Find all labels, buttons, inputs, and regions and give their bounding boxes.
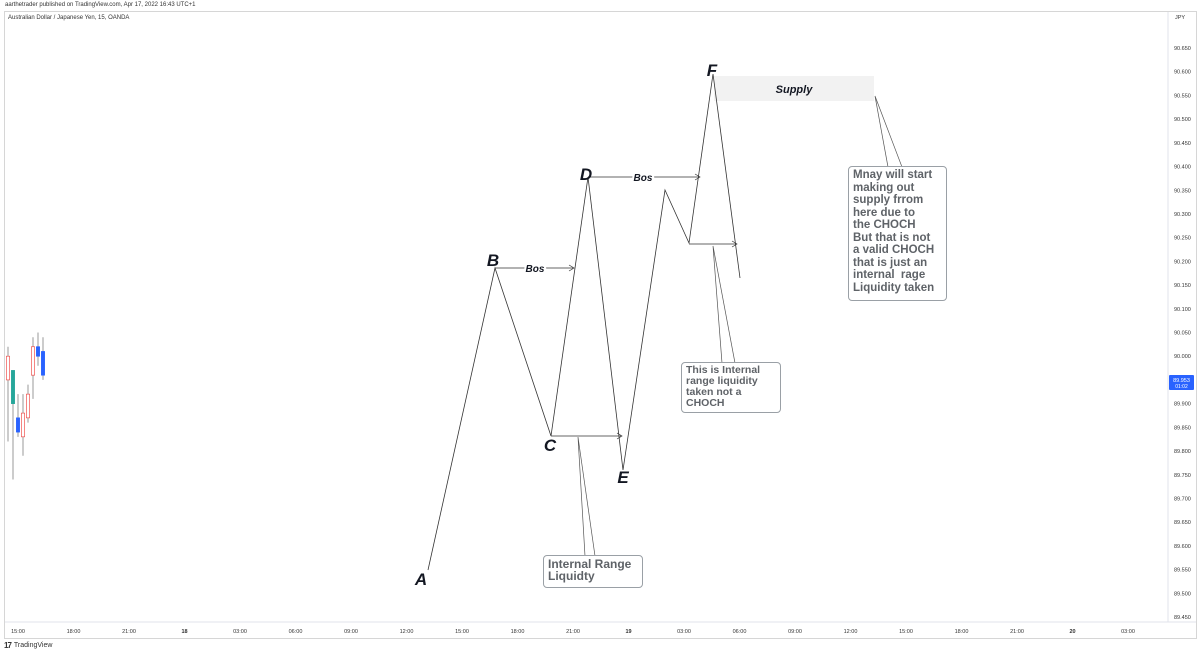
callout-internal-range-taken[interactable]: This is Internal range liquidity taken n…: [681, 362, 781, 413]
swing-label-d: D: [580, 165, 592, 184]
time-tick-label: 21:00: [566, 629, 580, 635]
price-tick-label: 90.150: [1174, 283, 1191, 289]
time-tick-label: 21:00: [122, 629, 136, 635]
price-tick-label: 89.850: [1174, 425, 1191, 431]
time-tick-label: 06:00: [733, 629, 747, 635]
callout-internal-range-taken-text: This is Internal range liquidity taken n…: [686, 364, 761, 409]
candle-body: [26, 393, 30, 419]
current-price-tag: [1169, 375, 1194, 390]
callout-pointer-2: [712, 245, 736, 364]
time-tick-label: 15:00: [455, 629, 469, 635]
bos-arrow-1: [568, 264, 575, 272]
supply-label: Supply: [776, 84, 814, 96]
time-tick-label: 03:00: [677, 629, 691, 635]
price-tick-label: 89.650: [1174, 520, 1191, 526]
time-tick-label: 18:00: [955, 629, 969, 635]
time-tick-label: 19: [625, 629, 631, 635]
swing-structure-line[interactable]: [427, 73, 741, 571]
bos-arrow-2: [694, 173, 701, 181]
time-tick-label: 21:00: [1010, 629, 1024, 635]
time-tick-label: 06:00: [289, 629, 303, 635]
price-tick-label: 89.900: [1174, 402, 1191, 408]
time-tick-label: 20: [1069, 629, 1075, 635]
time-tick-label: 18:00: [67, 629, 81, 635]
supply-zone[interactable]: [714, 76, 874, 101]
price-tick-label: 90.550: [1174, 93, 1191, 99]
time-tick-label: 18: [181, 629, 187, 635]
publish-info: aarthetrader published on TradingView.co…: [5, 2, 196, 8]
price-tick-label: 89.500: [1174, 591, 1191, 597]
price-tick-label: 90.400: [1174, 165, 1191, 171]
chart-frame[interactable]: [4, 11, 1197, 639]
price-tick-label: 90.050: [1174, 331, 1191, 337]
price-tick-label: 90.600: [1174, 70, 1191, 76]
price-axis[interactable]: 90.650 90.600 90.550 90.500 90.450 90.400 90.3…: [1174, 46, 1191, 621]
swing-label-a: A: [414, 570, 427, 589]
price-tick-label: 89.550: [1174, 568, 1191, 574]
callout-pointer-3: [874, 95, 903, 168]
price-tick-label: 90.300: [1174, 212, 1191, 218]
time-tick-label: 15:00: [11, 629, 25, 635]
time-tick-label: 15:00: [899, 629, 913, 635]
price-tick-label: 89.600: [1174, 544, 1191, 550]
candle-body: [16, 417, 20, 433]
bos-label-1: Bos: [526, 264, 545, 275]
swing-label-b: B: [487, 251, 499, 270]
time-tick-label: 12:00: [844, 629, 858, 635]
callout-choch-note[interactable]: Mnay will start making out supply frrom …: [848, 166, 947, 301]
price-tick-label: 89.750: [1174, 473, 1191, 479]
swing-label-e: E: [617, 468, 629, 487]
candle-body: [6, 355, 10, 381]
tradingview-logo-icon: 17: [4, 641, 12, 650]
callout-choch-note-text: Mnay will start making out supply frrom …: [853, 169, 935, 294]
price-tick-label: 90.200: [1174, 259, 1191, 265]
footer-brand[interactable]: 17 TradingView: [4, 641, 52, 650]
current-price-value: 89.953: [1173, 378, 1190, 384]
currency-label: JPY: [1175, 15, 1185, 21]
price-tick-label: 90.450: [1174, 141, 1191, 147]
price-tick-label: 89.800: [1174, 449, 1191, 455]
price-tick-label: 90.000: [1174, 354, 1191, 360]
candle-body: [11, 370, 15, 404]
symbol-title[interactable]: Australian Dollar / Japanese Yen, 15, OA…: [8, 15, 130, 21]
time-tick-label: 03:00: [233, 629, 247, 635]
time-tick-label: 03:00: [1121, 629, 1135, 635]
time-tick-label: 09:00: [344, 629, 358, 635]
swing-label-f: F: [707, 61, 718, 80]
internal-range-arrow-2: [731, 240, 738, 248]
candle-body: [36, 346, 40, 357]
candle-body: [21, 412, 25, 438]
candle-body: [31, 346, 35, 376]
price-tick-label: 90.350: [1174, 188, 1191, 194]
callout-internal-range-liquidity-text: Internal Range Liquidty: [548, 557, 632, 583]
price-tick-label: 89.450: [1174, 615, 1191, 621]
time-tick-label: 18:00: [511, 629, 525, 635]
footer-brand-label: TradingView: [13, 642, 53, 649]
callout-pointer-1: [577, 436, 596, 557]
time-axis[interactable]: 15:00 18:00 21:00 18 03:00 06:00 09:00 12:00 15:…: [11, 629, 1135, 635]
price-tick-label: 90.100: [1174, 307, 1191, 313]
candlestick-series: [6, 332, 45, 480]
callout-internal-range-liquidity[interactable]: Internal Range Liquidty: [543, 555, 643, 588]
current-price-countdown: 01:02: [1175, 384, 1188, 390]
bos-label-2: Bos: [634, 173, 653, 184]
price-tick-label: 90.250: [1174, 236, 1191, 242]
price-tick-label: 90.500: [1174, 117, 1191, 123]
swing-label-c: C: [544, 436, 557, 455]
candle-body: [41, 351, 45, 376]
internal-range-arrow-1: [616, 432, 623, 440]
time-tick-label: 12:00: [400, 629, 414, 635]
price-tick-label: 90.650: [1174, 46, 1191, 52]
time-tick-label: 09:00: [788, 629, 802, 635]
price-tick-label: 89.700: [1174, 496, 1191, 502]
